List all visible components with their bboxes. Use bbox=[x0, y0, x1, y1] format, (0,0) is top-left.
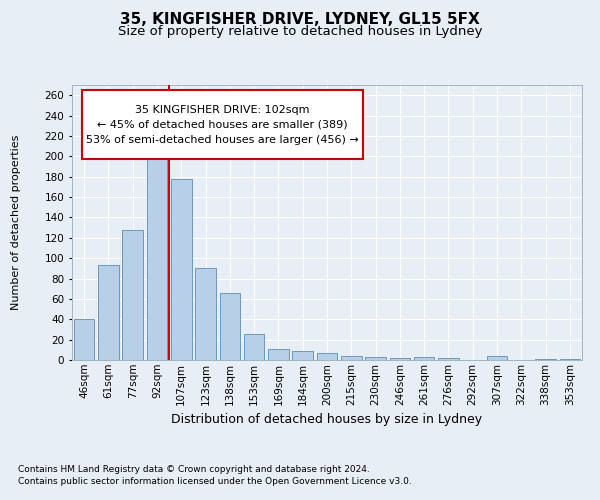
Text: Distribution of detached houses by size in Lydney: Distribution of detached houses by size … bbox=[172, 412, 482, 426]
Bar bbox=[171, 178, 191, 360]
Bar bbox=[244, 334, 265, 360]
FancyBboxPatch shape bbox=[82, 90, 363, 159]
Y-axis label: Number of detached properties: Number of detached properties bbox=[11, 135, 21, 310]
Text: Contains public sector information licensed under the Open Government Licence v3: Contains public sector information licen… bbox=[18, 478, 412, 486]
Bar bbox=[122, 230, 143, 360]
Bar bbox=[389, 358, 410, 360]
Bar bbox=[341, 356, 362, 360]
Text: Size of property relative to detached houses in Lydney: Size of property relative to detached ho… bbox=[118, 25, 482, 38]
Bar bbox=[414, 357, 434, 360]
Bar bbox=[292, 351, 313, 360]
Bar bbox=[98, 266, 119, 360]
Bar bbox=[317, 353, 337, 360]
Text: 35, KINGFISHER DRIVE, LYDNEY, GL15 5FX: 35, KINGFISHER DRIVE, LYDNEY, GL15 5FX bbox=[120, 12, 480, 28]
Bar bbox=[487, 356, 508, 360]
Bar bbox=[74, 320, 94, 360]
Bar bbox=[220, 293, 240, 360]
Text: Contains HM Land Registry data © Crown copyright and database right 2024.: Contains HM Land Registry data © Crown c… bbox=[18, 465, 370, 474]
Bar bbox=[146, 151, 167, 360]
Bar bbox=[560, 359, 580, 360]
Bar bbox=[438, 358, 459, 360]
Bar bbox=[535, 359, 556, 360]
Bar bbox=[195, 268, 216, 360]
Bar bbox=[365, 357, 386, 360]
Text: 35 KINGFISHER DRIVE: 102sqm
← 45% of detached houses are smaller (389)
53% of se: 35 KINGFISHER DRIVE: 102sqm ← 45% of det… bbox=[86, 105, 359, 144]
Bar bbox=[268, 349, 289, 360]
